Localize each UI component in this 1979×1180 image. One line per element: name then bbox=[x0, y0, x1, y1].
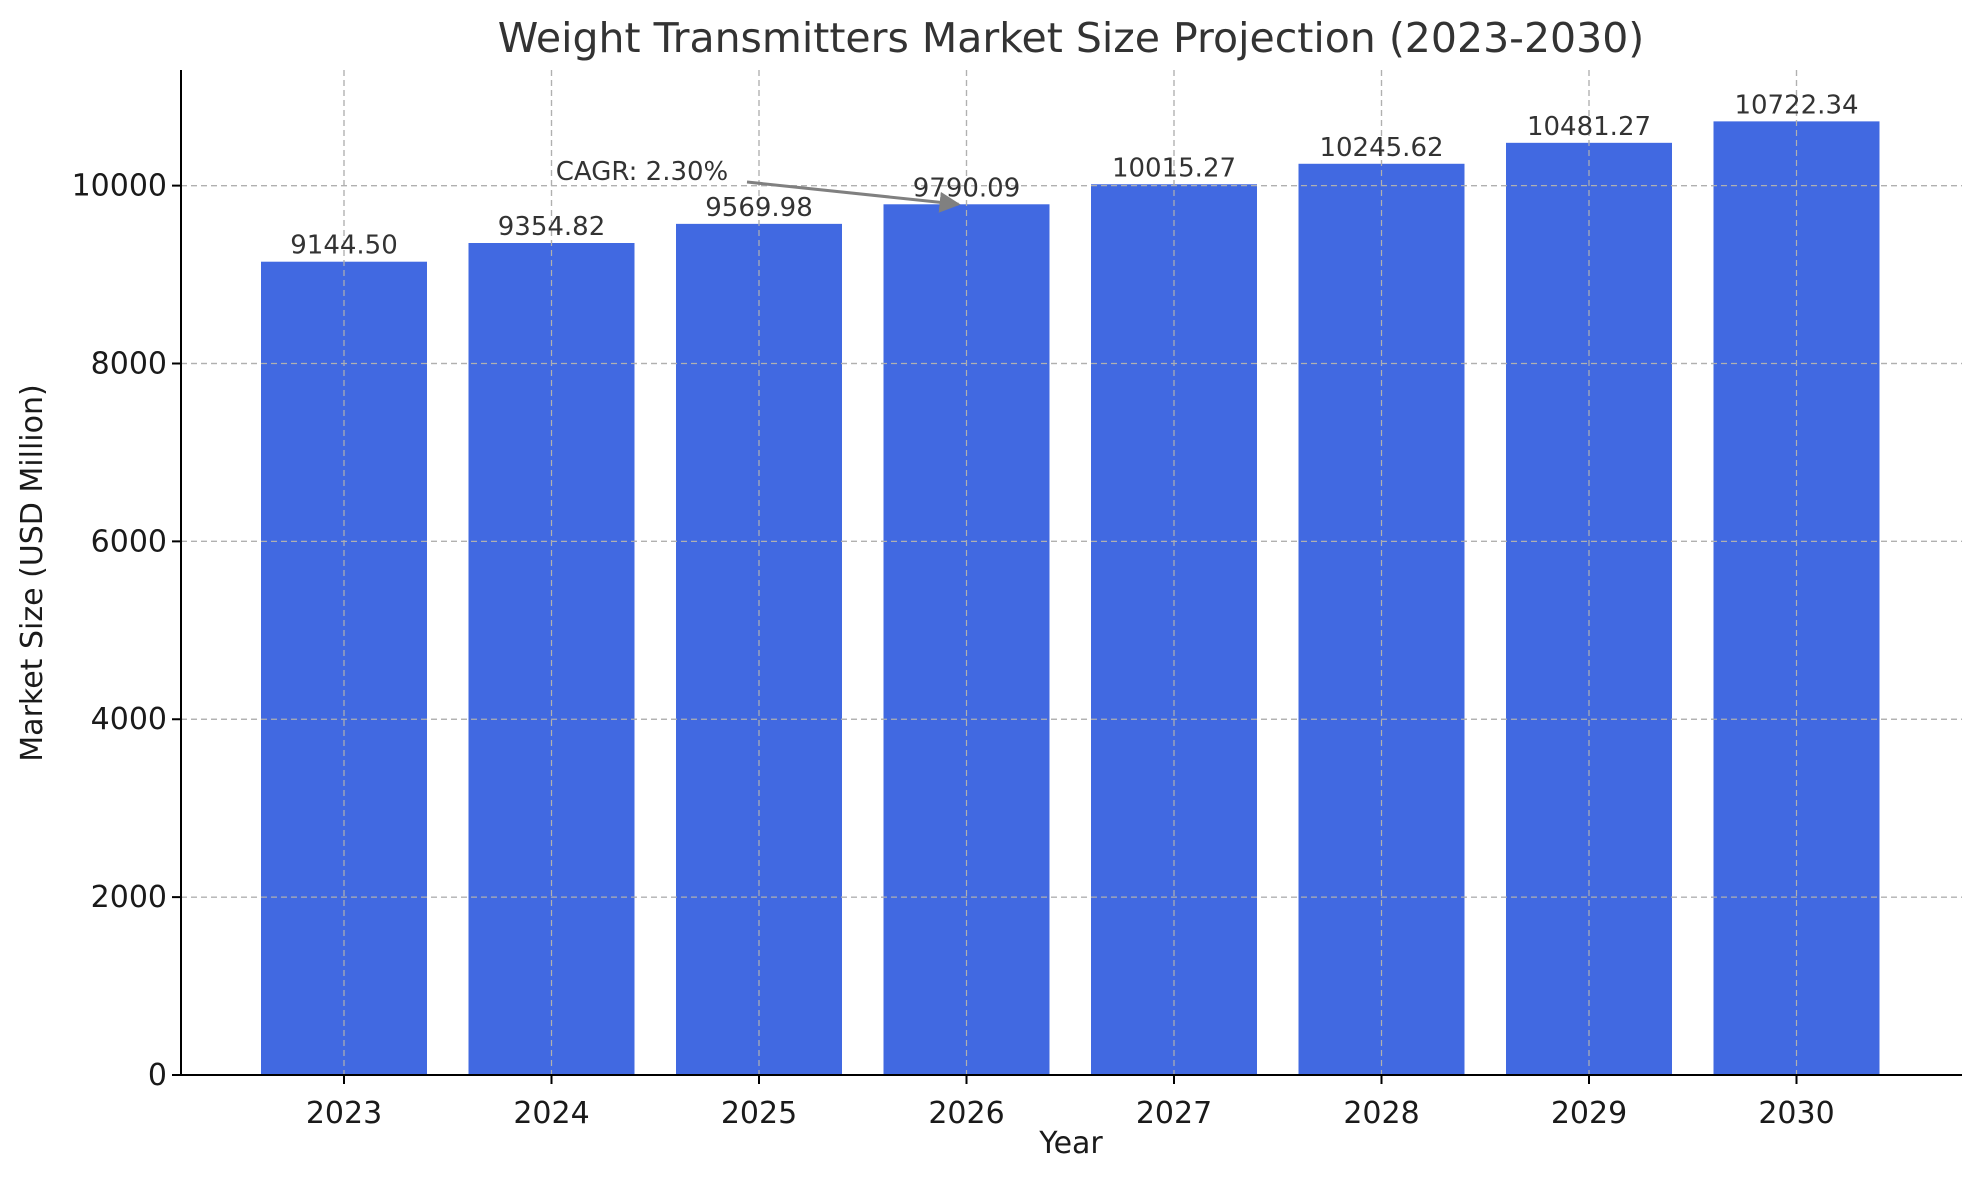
bar-value-label: 10722.34 bbox=[1734, 90, 1858, 120]
bar-value-label: 9354.82 bbox=[498, 212, 606, 242]
x-axis-label: Year bbox=[1038, 1126, 1103, 1161]
y-tick-label: 0 bbox=[148, 1058, 167, 1093]
x-tick-label: 2027 bbox=[1136, 1096, 1212, 1131]
y-tick-label: 2000 bbox=[91, 880, 167, 915]
x-tick-label: 2030 bbox=[1758, 1096, 1834, 1131]
bar-2023 bbox=[261, 261, 427, 1076]
y-tick-label: 4000 bbox=[91, 702, 167, 737]
y-tick-label: 8000 bbox=[91, 346, 167, 381]
y-ticks: 0 2000 4000 6000 8000 10000 bbox=[72, 169, 181, 1093]
y-tick-label: 10000 bbox=[72, 169, 167, 204]
x-tick-label: 2024 bbox=[513, 1096, 589, 1131]
bar-2026 bbox=[883, 204, 1050, 1075]
bar-value-label: 10015.27 bbox=[1112, 153, 1236, 183]
y-axis-label: Market Size (USD Million) bbox=[15, 384, 50, 761]
bar-2029 bbox=[1506, 142, 1672, 1075]
cagr-annotation: CAGR: 2.30% bbox=[556, 157, 961, 213]
x-tick-label: 2029 bbox=[1551, 1096, 1627, 1131]
cagr-annotation-text: CAGR: 2.30% bbox=[556, 157, 729, 187]
cagr-arrow bbox=[746, 180, 961, 213]
bars bbox=[181, 70, 1962, 1076]
y-tick-label: 6000 bbox=[91, 524, 167, 559]
x-ticks: 2023 2024 2025 2026 2027 2028 2029 2030 bbox=[306, 1075, 1835, 1131]
bar-value-label: 10245.62 bbox=[1319, 133, 1443, 163]
bar-value-label: 9569.98 bbox=[705, 193, 813, 223]
bar-value-label: 10481.27 bbox=[1527, 112, 1651, 142]
chart-title: Weight Transmitters Market Size Projecti… bbox=[498, 14, 1645, 62]
x-tick-label: 2023 bbox=[306, 1096, 382, 1131]
value-labels: 9144.50 9354.82 9569.98 9790.09 10015.27 1024… bbox=[290, 90, 1858, 260]
bar-value-label: 9790.09 bbox=[913, 173, 1021, 203]
bar-value-label: 9144.50 bbox=[290, 231, 398, 261]
x-tick-label: 2026 bbox=[928, 1096, 1004, 1131]
x-tick-label: 2028 bbox=[1343, 1096, 1419, 1131]
x-tick-label: 2025 bbox=[721, 1096, 797, 1131]
